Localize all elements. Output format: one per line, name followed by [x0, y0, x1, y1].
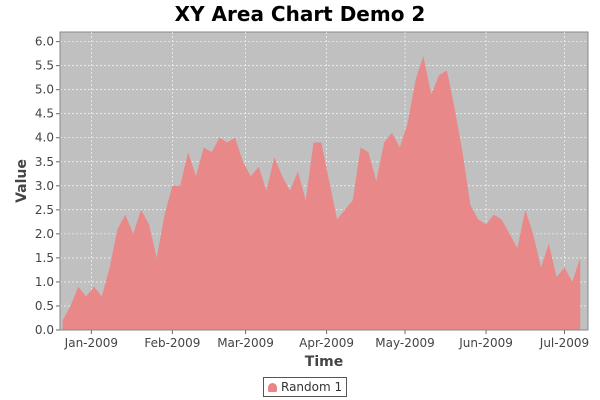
y-tick-label: 1.5: [35, 251, 54, 265]
x-axis-label: Time: [305, 354, 343, 370]
x-axis: Jan-2009 Feb-2009 Mar-2009 Apr-2009 May-2009…: [60, 329, 589, 350]
y-tick-label: 2.0: [35, 227, 54, 241]
x-tick-label: May-2009: [375, 336, 434, 350]
y-tick-label: 5.0: [35, 83, 54, 97]
legend-swatch-icon: [268, 382, 277, 392]
legend: Random 1: [263, 377, 348, 397]
x-tick-label: Mar-2009: [217, 336, 274, 350]
y-axis: 0.0 0.5 1.0 1.5 2.0 2.5 3.0 3.5 4.0 4.5 5.0 5.5 6.0: [35, 32, 61, 337]
y-tick-label: 4.0: [35, 131, 54, 145]
x-tick-label: Apr-2009: [299, 336, 354, 350]
x-tick-label: Jan-2009: [64, 336, 118, 350]
x-tick-label: Jun-2009: [458, 336, 513, 350]
y-axis-label: Value: [14, 159, 30, 203]
x-tick-label: Feb-2009: [144, 336, 200, 350]
y-tick-label: 6.0: [35, 35, 54, 49]
y-tick-label: 3.5: [35, 155, 54, 169]
chart-title: XY Area Chart Demo 2: [174, 2, 426, 26]
y-tick-label: 5.5: [35, 59, 54, 73]
y-tick-label: 3.0: [35, 179, 54, 193]
area-series-random-1: [62, 56, 581, 330]
y-tick-label: 4.5: [35, 107, 54, 121]
y-tick-label: 1.0: [35, 275, 54, 289]
y-tick-label: 0.5: [35, 299, 54, 313]
area-series-layer: [62, 56, 581, 330]
x-tick-label: Jul-2009: [539, 336, 589, 350]
y-tick-label: 0.0: [35, 323, 54, 337]
legend-label: Random 1: [281, 380, 343, 394]
y-tick-label: 2.5: [35, 203, 54, 217]
